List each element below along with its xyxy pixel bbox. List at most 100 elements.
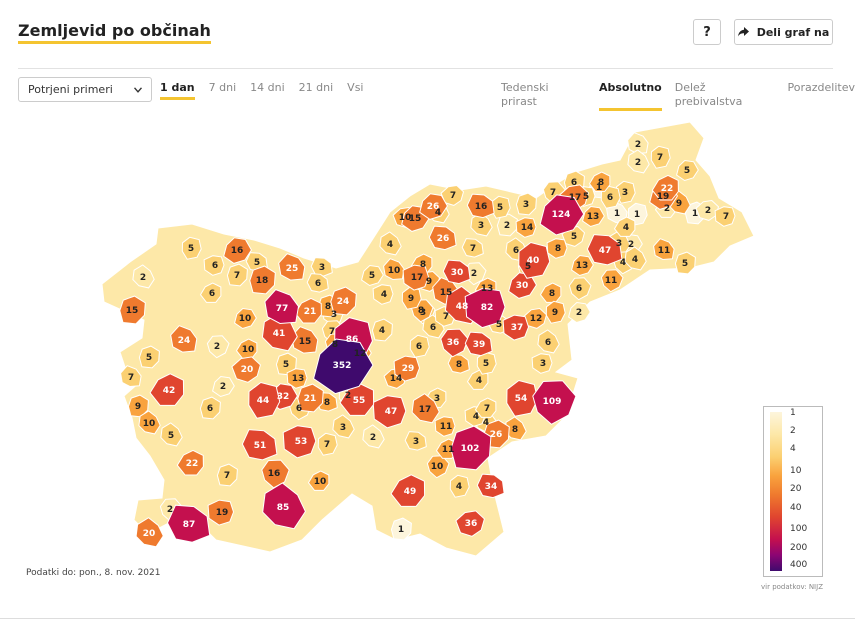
municipality-region[interactable] [695, 199, 720, 221]
municipality-region[interactable] [464, 331, 493, 357]
municipality-region[interactable] [442, 259, 471, 285]
municipality-region[interactable] [476, 351, 497, 375]
tab-21-dni[interactable]: 21 dni [298, 81, 334, 94]
municipality-region[interactable] [402, 264, 430, 291]
municipality-region[interactable] [419, 193, 448, 220]
municipality-region[interactable] [568, 301, 591, 324]
municipality-region[interactable] [653, 238, 675, 261]
municipality-region[interactable] [537, 329, 560, 354]
municipality-region[interactable] [627, 149, 650, 174]
tab-delez-prebivalstva[interactable]: Delež prebivalstva [674, 81, 743, 108]
municipality-region[interactable] [241, 429, 278, 461]
municipality-region[interactable] [515, 192, 537, 216]
municipality-region[interactable] [674, 251, 696, 275]
municipality-region[interactable] [447, 354, 470, 374]
tab-1-dan[interactable]: 1 dan [160, 81, 195, 100]
municipality-region[interactable] [181, 236, 202, 260]
municipality-region[interactable] [426, 455, 450, 479]
municipality-region[interactable] [306, 273, 329, 293]
municipality-region[interactable] [282, 425, 317, 459]
municipality-region[interactable] [297, 383, 324, 413]
municipality-region[interactable] [119, 295, 146, 325]
municipality-region[interactable] [474, 397, 497, 418]
municipality-region[interactable] [470, 212, 493, 237]
tab-7-dni[interactable]: 7 dni [208, 81, 237, 94]
municipality-region[interactable] [531, 353, 553, 374]
municipality-region[interactable] [223, 237, 252, 264]
municipality-region[interactable] [332, 414, 355, 439]
municipality-region[interactable] [120, 365, 142, 388]
municipality-region[interactable] [390, 517, 412, 541]
share-button[interactable]: Deli graf na [734, 19, 833, 45]
municipality-region[interactable] [518, 241, 551, 279]
municipality-region[interactable] [506, 379, 539, 417]
municipality-region[interactable] [132, 264, 155, 289]
municipality-region[interactable] [199, 282, 222, 303]
municipality-region[interactable] [176, 449, 204, 476]
municipality-region[interactable] [361, 264, 384, 287]
municipality-region[interactable] [264, 289, 300, 325]
municipality-region[interactable] [450, 425, 492, 471]
municipality-region[interactable] [476, 473, 505, 499]
municipality-region[interactable] [651, 174, 679, 201]
municipality-region[interactable] [248, 381, 281, 419]
municipality-region[interactable] [714, 206, 736, 227]
municipality-region[interactable] [404, 431, 427, 451]
municipality-region[interactable] [588, 171, 611, 192]
municipality-region[interactable] [261, 459, 290, 489]
municipality-region[interactable] [676, 159, 699, 182]
municipality-region[interactable] [466, 193, 495, 219]
municipality-region[interactable] [624, 246, 647, 271]
municipality-region[interactable] [613, 216, 636, 237]
municipality-region[interactable] [464, 287, 506, 329]
municipality-region[interactable] [160, 422, 183, 447]
help-button[interactable]: ? [693, 19, 721, 45]
municipality-region[interactable] [428, 225, 457, 251]
municipality-region[interactable] [212, 375, 235, 398]
municipality-region[interactable] [249, 265, 276, 295]
municipality-region[interactable] [234, 307, 257, 330]
municipality-region[interactable] [286, 368, 308, 389]
municipality-region[interactable] [449, 474, 470, 498]
tab-14-dni[interactable]: 14 dni [250, 81, 285, 94]
municipality-region[interactable] [262, 482, 306, 530]
municipality-region[interactable] [170, 325, 198, 353]
municipality-region[interactable] [434, 416, 456, 437]
municipality-region[interactable] [127, 394, 149, 418]
municipality-region[interactable] [532, 380, 577, 425]
municipality-region[interactable] [600, 269, 624, 293]
municipality-region[interactable] [539, 194, 585, 236]
municipality-region[interactable] [600, 185, 621, 209]
municipality-region[interactable] [203, 255, 225, 276]
municipality-region[interactable] [371, 318, 393, 342]
municipality-region[interactable] [199, 396, 221, 420]
municipality-region[interactable] [206, 335, 230, 359]
municipality-region[interactable] [440, 184, 465, 206]
municipality-region[interactable] [582, 205, 605, 228]
municipality-region[interactable] [650, 145, 671, 169]
municipality-region[interactable] [379, 231, 402, 256]
municipality-region[interactable] [455, 510, 485, 537]
municipality-region[interactable] [135, 517, 164, 548]
municipality-region[interactable] [226, 263, 248, 287]
municipality-region[interactable] [149, 373, 185, 406]
municipality-region[interactable] [461, 238, 484, 258]
municipality-region[interactable] [207, 499, 235, 526]
metric-select[interactable]: Potrjeni primeri [18, 77, 152, 102]
municipality-region[interactable] [138, 410, 161, 435]
municipality-region[interactable] [362, 424, 385, 449]
municipality-region[interactable] [231, 356, 261, 383]
municipality-region[interactable] [383, 258, 405, 281]
municipality-region[interactable] [502, 314, 530, 341]
municipality-region[interactable] [411, 393, 440, 424]
municipality-region[interactable] [515, 217, 537, 238]
municipality-region[interactable] [568, 277, 592, 301]
municipality-region[interactable] [291, 326, 319, 354]
municipality-region[interactable] [571, 254, 594, 277]
municipality-region[interactable] [390, 474, 426, 507]
tab-vsi[interactable]: Vsi [347, 81, 364, 94]
municipality-region[interactable] [317, 432, 338, 456]
municipality-region[interactable] [508, 272, 537, 299]
municipality-region[interactable] [523, 307, 548, 329]
municipality-region[interactable] [330, 286, 357, 316]
